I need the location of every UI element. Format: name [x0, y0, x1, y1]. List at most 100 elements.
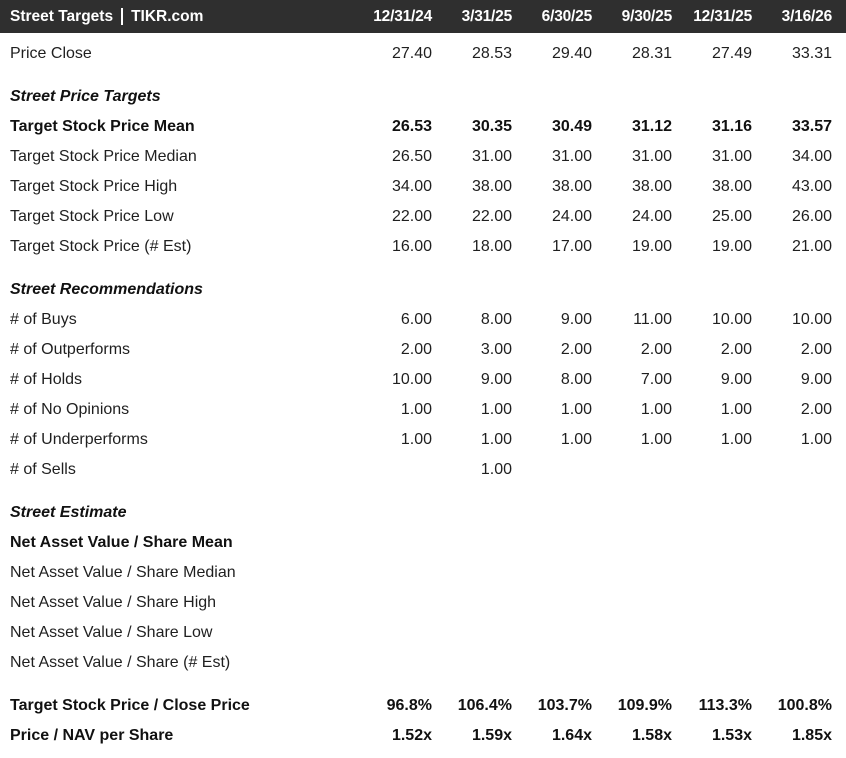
value-cell: 2.00	[640, 341, 672, 358]
value-cell: 28.53	[471, 45, 512, 62]
value-cell: 1.00	[400, 431, 432, 448]
section-heading-row: Street Estimate	[0, 498, 846, 528]
row-label: Price / NAV per Share	[10, 727, 174, 744]
value-cell: 27.40	[391, 45, 432, 62]
value-cell: 1.00	[800, 431, 832, 448]
row-label: Net Asset Value / Share Low	[10, 624, 213, 641]
value-cell: 9.00	[720, 371, 752, 388]
value-cell: 1.00	[640, 431, 672, 448]
value-cell: 3.00	[480, 341, 512, 358]
table-row: # of No Opinions 1.00 1.00 1.00 1.00 1.00 2.00	[0, 395, 846, 425]
table-row: Target Stock Price (# Est) 16.00 18.00 17.0…	[0, 232, 846, 262]
value-cell: 26.50	[391, 148, 432, 165]
value-cell: 19.00	[631, 238, 672, 255]
section-heading-row: Street Price Targets	[0, 82, 846, 112]
value-cell: 18.00	[471, 238, 512, 255]
value-cell: 1.00	[560, 401, 592, 418]
row-label: Net Asset Value / Share Median	[10, 564, 236, 581]
value-cell: 22.00	[471, 208, 512, 225]
value-cell: 38.00	[471, 178, 512, 195]
value-cell: 21.00	[791, 238, 832, 255]
value-cell: 31.00	[551, 148, 592, 165]
value-cell: 7.00	[640, 371, 672, 388]
row-label: Target Stock Price High	[10, 178, 178, 195]
column-header-date-4: 9/30/25	[621, 7, 673, 25]
value-cell: 109.9%	[617, 697, 672, 714]
table-row: Net Asset Value / Share Mean	[0, 528, 846, 558]
title-text: Street Targets	[10, 7, 114, 25]
value-cell: 10.00	[791, 311, 832, 328]
section-spacer	[0, 678, 846, 691]
row-label: # of Holds	[10, 371, 83, 388]
value-cell: 43.00	[791, 178, 832, 195]
value-cell: 1.00	[560, 431, 592, 448]
section-heading-label: Street Estimate	[10, 504, 127, 521]
value-cell: 26.53	[391, 118, 432, 135]
value-cell: 1.64x	[551, 727, 592, 744]
value-cell: 31.00	[631, 148, 672, 165]
value-cell: 38.00	[711, 178, 752, 195]
value-cell: 10.00	[711, 311, 752, 328]
section-heading-label: Street Price Targets	[10, 88, 161, 105]
value-cell: 2.00	[800, 401, 832, 418]
value-cell: 30.49	[551, 118, 592, 135]
value-cell: 26.00	[791, 208, 832, 225]
column-header-date-2: 3/31/25	[461, 7, 513, 25]
value-cell: 1.58x	[631, 727, 672, 744]
value-cell: 31.12	[631, 118, 672, 135]
value-cell: 31.00	[711, 148, 752, 165]
value-cell: 96.8%	[386, 697, 432, 714]
table-title: Street Targets TIKR.com	[10, 8, 352, 26]
value-cell: 1.52x	[391, 727, 432, 744]
value-cell: 113.3%	[698, 697, 752, 714]
value-cell: 1.00	[720, 401, 752, 418]
row-label: # of Buys	[10, 311, 77, 328]
value-cell: 28.31	[631, 45, 672, 62]
value-cell: 17.00	[551, 238, 592, 255]
value-cell: 1.00	[480, 461, 512, 478]
value-cell: 10.00	[391, 371, 432, 388]
table-row: Net Asset Value / Share (# Est)	[0, 648, 846, 678]
table-row: # of Underperforms 1.00 1.00 1.00 1.00 1.00 1.…	[0, 425, 846, 455]
value-cell: 2.00	[800, 341, 832, 358]
value-cell: 38.00	[551, 178, 592, 195]
value-cell: 100.8%	[777, 697, 832, 714]
value-cell: 1.00	[480, 401, 512, 418]
value-cell: 27.49	[711, 45, 752, 62]
row-label: Net Asset Value / Share High	[10, 594, 217, 611]
section-heading-label: Street Recommendations	[10, 281, 203, 298]
value-cell: 2.00	[400, 341, 432, 358]
column-header-date-3: 6/30/25	[541, 7, 593, 25]
value-cell: 34.00	[791, 148, 832, 165]
value-cell: 29.40	[551, 45, 592, 62]
table-row: # of Sells 1.00	[0, 455, 846, 485]
value-cell: 25.00	[711, 208, 752, 225]
table-row: Net Asset Value / Share High	[0, 588, 846, 618]
row-label: # of Underperforms	[10, 431, 148, 448]
row-label: Target Stock Price Low	[10, 208, 174, 225]
value-cell: 6.00	[400, 311, 432, 328]
value-cell: 24.00	[551, 208, 592, 225]
table-row: Price Close 27.40 28.53 29.40 28.31 27.49 33.3…	[0, 39, 846, 69]
value-cell: 1.00	[720, 431, 752, 448]
table-header-row: Street Targets TIKR.com 12/31/24 3/31/25…	[0, 0, 846, 33]
table-row: # of Holds 10.00 9.00 8.00 7.00 9.00 9.00	[0, 365, 846, 395]
table-row: Target Stock Price Low 22.00 22.00 24.00 24.…	[0, 202, 846, 232]
row-label: Price Close	[10, 45, 92, 62]
row-label: Net Asset Value / Share Mean	[10, 534, 233, 551]
table-row: # of Buys 6.00 8.00 9.00 11.00 10.00 10.00	[0, 305, 846, 335]
table-row: Price / NAV per Share 1.52x 1.59x 1.64x 1.58…	[0, 721, 846, 751]
column-header-date-5: 12/31/25	[693, 7, 752, 25]
row-label: # of No Opinions	[10, 401, 130, 418]
value-cell: 1.00	[400, 401, 432, 418]
value-cell: 34.00	[391, 178, 432, 195]
value-cell: 8.00	[560, 371, 592, 388]
row-label: # of Outperforms	[10, 341, 131, 358]
value-cell: 1.59x	[471, 727, 512, 744]
value-cell: 9.00	[800, 371, 832, 388]
table-body: Price Close 27.40 28.53 29.40 28.31 27.49 33.3…	[0, 33, 846, 751]
value-cell: 22.00	[391, 208, 432, 225]
row-label: Target Stock Price Mean	[10, 118, 195, 135]
table-row: Target Stock Price / Close Price 96.8% 106…	[0, 691, 846, 721]
value-cell: 1.85x	[791, 727, 832, 744]
